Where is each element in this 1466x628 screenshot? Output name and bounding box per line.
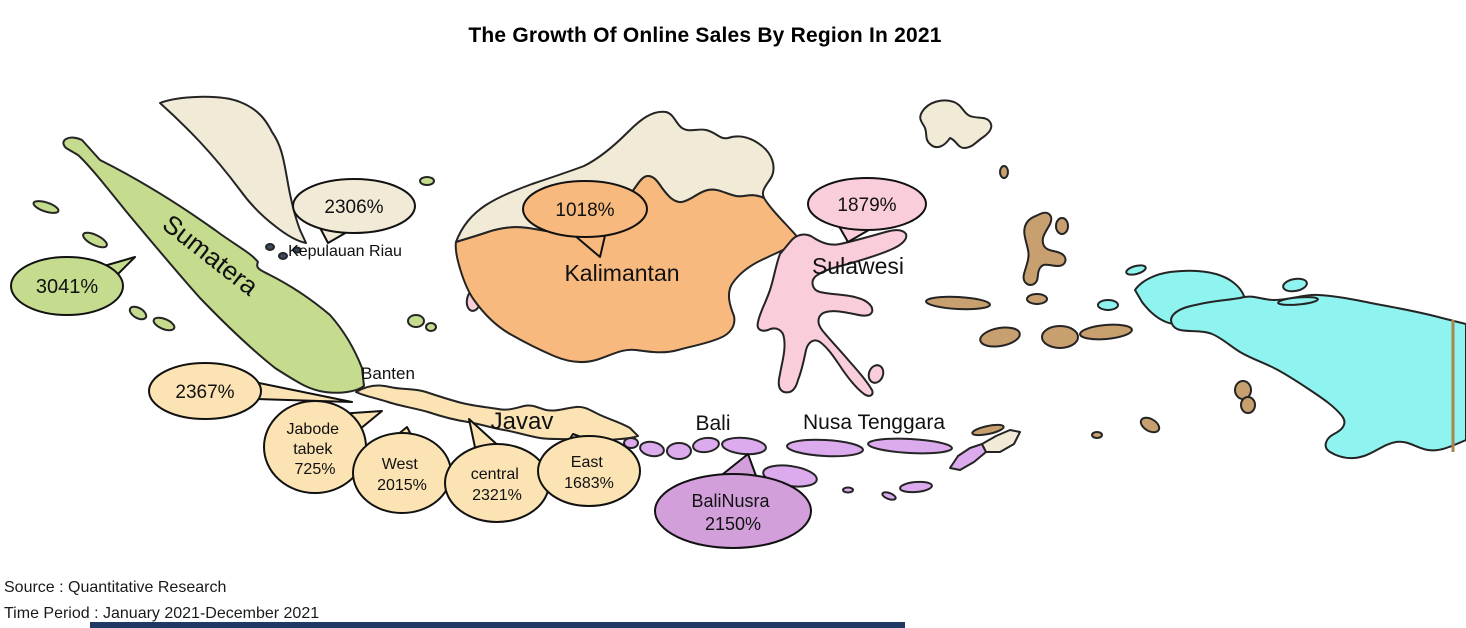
bubble-west-java-text: West 2015%: [377, 456, 427, 494]
seram-island: [1079, 323, 1133, 341]
sulawesi-islet: [867, 364, 885, 384]
bubble-balinusra-text: BaliNusra 2150%: [691, 491, 774, 534]
label-sulawesi: Sulawesi: [812, 253, 904, 279]
bubble-sulawesi: 1879%: [807, 177, 927, 243]
bubble-central-java-text: central 2321%: [471, 466, 523, 504]
bubble-jabodetabek-text: Jabode tabek 725%: [287, 421, 344, 478]
bubble-east-java-text: East 1683%: [564, 454, 614, 492]
halmahera-island: [1022, 211, 1067, 286]
sulawesi-island: [756, 229, 908, 397]
label-kalimantan: Kalimantan: [564, 260, 679, 286]
bubble-west-java: West 2015%: [352, 426, 452, 514]
bubble-banten-value: 2367%: [175, 382, 234, 403]
maluku-islet-1: [1055, 217, 1069, 235]
maluku-islet-4: [1091, 431, 1103, 439]
page-title: The Growth Of Online Sales By Region In …: [468, 24, 942, 47]
bubble-banten-body: [148, 362, 262, 420]
bangka-islet-1: [407, 314, 425, 328]
buru-island: [1041, 325, 1079, 349]
label-banten: Banten: [361, 364, 415, 383]
aru-islet-2: [1240, 396, 1256, 414]
mentawai-islet-1: [32, 200, 60, 214]
balinusra-islet-3: [881, 491, 897, 501]
yapen-islet: [1277, 296, 1319, 306]
bubble-sumatera: 3041%: [10, 256, 136, 316]
bubble-kalimantan: 1018%: [522, 180, 648, 258]
riau-islet-3: [292, 246, 302, 254]
bubble-east-java-body: [537, 435, 641, 507]
sula-island: [979, 326, 1021, 348]
banggai-island: [925, 295, 991, 311]
label-kepulauan-riau: Kepulauan Riau: [288, 243, 402, 260]
papua-islet-1: [1125, 264, 1147, 276]
mentawai-islet-4: [152, 316, 176, 332]
balinusra-islet-4: [842, 486, 854, 494]
sumbawa-west-island: [721, 436, 767, 456]
balinusra-islet-1: [623, 437, 639, 449]
sumatera-island: [62, 136, 365, 394]
flores-island: [867, 437, 953, 455]
label-bali: Bali: [695, 412, 730, 435]
timor-purple-part: [949, 443, 987, 471]
natuna-islet: [419, 176, 435, 186]
bubble-central-java-body: [444, 443, 550, 523]
maluku-islet-2: [1026, 293, 1048, 305]
biak-islet: [1282, 277, 1308, 293]
bubble-central-java: central 2321%: [444, 418, 550, 523]
time-period-note: Time Period : January 2021-December 2021: [4, 605, 320, 622]
bubble-banten: 2367%: [148, 362, 353, 420]
source-note: Source : Quantitative Research: [4, 579, 227, 596]
label-java: Javav: [491, 408, 554, 435]
mentawai-islet-3: [128, 305, 148, 321]
bubble-kalimantan-body: [522, 180, 648, 238]
lombok-island: [692, 436, 720, 454]
bubble-sulawesi-value: 1879%: [837, 195, 896, 216]
bubble-east-java: East 1683%: [537, 433, 641, 507]
bubble-kepulauan-riau-body: [292, 178, 416, 234]
timor-west-islet: [899, 480, 933, 494]
bubble-kalimantan-value: 1018%: [555, 200, 614, 221]
malay-peninsula-shape: [159, 95, 307, 244]
mentawai-islet-2: [82, 231, 108, 249]
balinusra-islet-2: [639, 440, 665, 458]
bottom-bar: [90, 622, 905, 628]
timor-east-part: [981, 429, 1021, 453]
bubble-kepulauan-riau: 2306%: [292, 178, 416, 244]
bali-island: [666, 442, 692, 460]
philippines-shape: [919, 99, 993, 149]
bubble-sumatera-value: 3041%: [36, 276, 98, 298]
label-nusa-tenggara: Nusa Tenggara: [803, 411, 945, 434]
papua-mainland: [1170, 293, 1466, 460]
java-island: [355, 384, 639, 444]
riau-islet-1: [265, 243, 275, 251]
bubble-kepulauan-riau-value: 2306%: [324, 197, 383, 218]
papua-islet-2: [1097, 299, 1119, 311]
bubble-sulawesi-body: [807, 177, 927, 231]
bangka-islet-2: [425, 322, 437, 332]
sumbawa-island: [786, 438, 864, 458]
bubble-balinusra-body: [654, 473, 812, 549]
maluku-islet-3: [999, 165, 1009, 179]
bubble-west-java-body: [352, 432, 452, 514]
bubble-sumatera-body: [10, 256, 124, 316]
riau-islet-2: [278, 252, 288, 260]
bubble-balinusra: BaliNusra 2150%: [654, 453, 812, 549]
tanimbar-islet: [1139, 416, 1161, 434]
wetar-islet: [971, 423, 1005, 437]
